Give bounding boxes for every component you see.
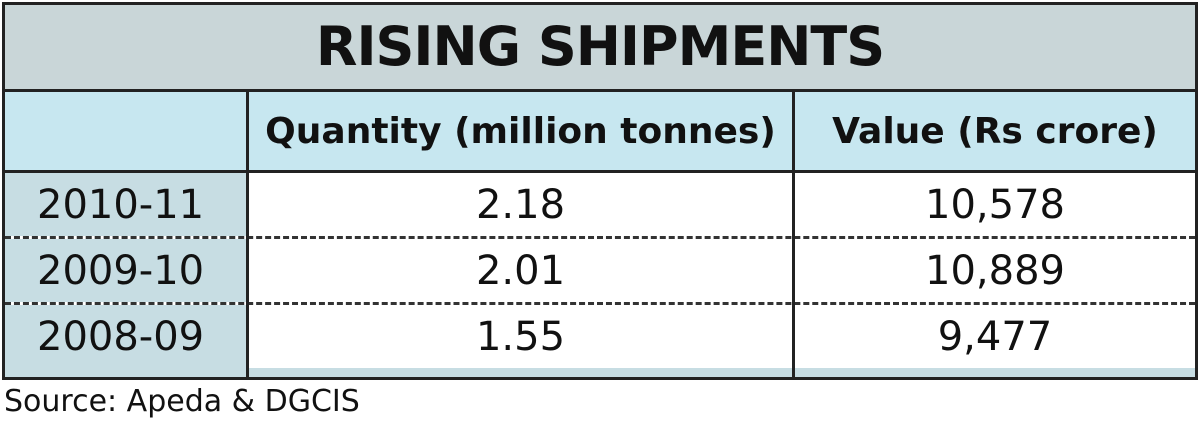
table-row: 2008-09 1.55 9,477: [5, 305, 1195, 368]
column-divider: [246, 92, 249, 377]
row-year: 2009-10: [5, 239, 246, 302]
header-value: Value (Rs crore): [832, 110, 1158, 152]
header-quantity: Quantity (million tonnes): [265, 110, 776, 152]
row-quantity: 1.55: [475, 313, 566, 360]
header-row: Quantity (million tonnes) Value (Rs cror…: [5, 92, 1195, 173]
table-row: 2010-11 2.18 10,578: [5, 173, 1195, 239]
row-quantity: 2.18: [475, 181, 566, 228]
table-row: 2009-10 2.01 10,889: [5, 239, 1195, 305]
row-quantity: 2.01: [475, 247, 566, 294]
title-band: RISING SHIPMENTS: [5, 5, 1195, 92]
column-divider: [792, 92, 795, 377]
table-title: RISING SHIPMENTS: [315, 15, 885, 78]
shipments-table: RISING SHIPMENTS Quantity (million tonne…: [2, 2, 1198, 380]
row-value: 10,889: [925, 247, 1065, 294]
row-year: 2008-09: [5, 305, 246, 368]
row-year: 2010-11: [5, 173, 246, 236]
source-note: Source: Apeda & DGCIS: [4, 384, 360, 419]
header-year: [5, 92, 246, 170]
row-value: 9,477: [937, 313, 1053, 360]
row-value: 10,578: [925, 181, 1065, 228]
